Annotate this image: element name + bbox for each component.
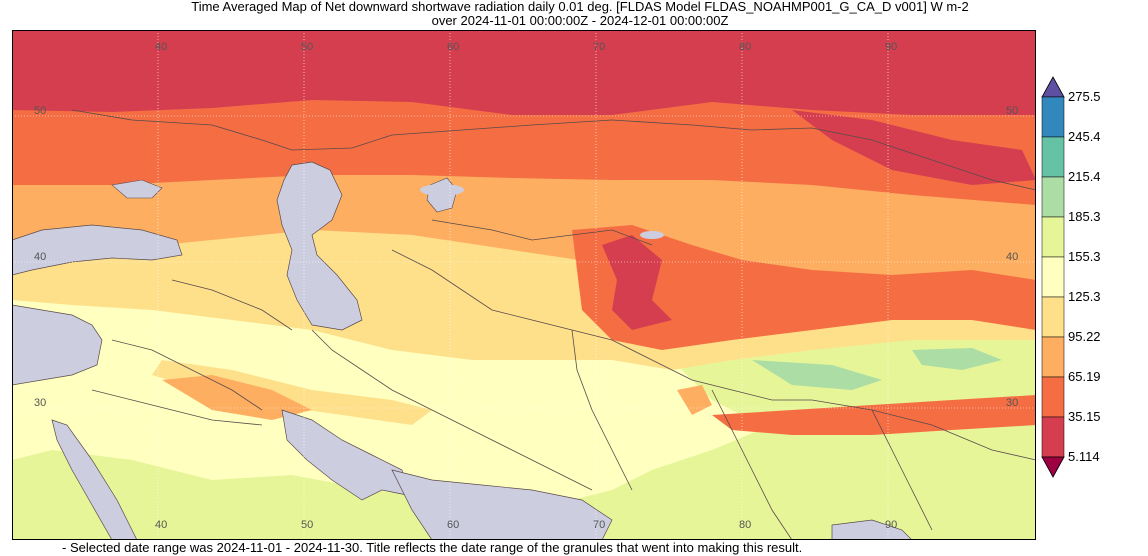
legend-band	[1041, 376, 1065, 418]
band-5-mountains	[602, 235, 672, 330]
band-95-fill	[12, 230, 1036, 370]
lon-label-top-50: 50	[301, 41, 313, 53]
lon-label-top-80: 80	[739, 41, 751, 53]
lon-label-top-90: 90	[885, 41, 897, 53]
black-sea	[12, 224, 183, 276]
legend-over-triangle	[1041, 76, 1065, 98]
band-35-mountains	[572, 225, 1036, 350]
band-35-fill	[12, 95, 1036, 205]
lat-label-right-40: 40	[1006, 251, 1018, 263]
legend-tick-label: 245.4	[1068, 129, 1101, 144]
graticule	[12, 30, 1036, 540]
lon-label-bottom-80: 80	[739, 519, 751, 531]
lon-label-bottom-90: 90	[885, 519, 897, 531]
mediterranean-sea	[12, 304, 103, 386]
legend-band	[1041, 296, 1065, 338]
legend-under-triangle	[1041, 456, 1065, 478]
legend-tick-label: 125.3	[1068, 289, 1101, 304]
lat-label-left-30: 30	[34, 397, 46, 409]
lon-label-top-60: 60	[447, 41, 459, 53]
lon-label-bottom-50: 50	[301, 519, 313, 531]
lon-label-bottom-70: 70	[593, 519, 605, 531]
map-frame	[12, 30, 1036, 540]
map-subtitle: over 2024-11-01 00:00:00Z - 2024-12-01 0…	[431, 13, 729, 28]
legend-tick-label: 95.22	[1068, 329, 1101, 344]
band-185-patch-2	[912, 348, 1002, 370]
lon-label-top-70: 70	[593, 41, 605, 53]
country-borders	[71, 109, 1036, 540]
legend-tick-label: 65.19	[1068, 369, 1101, 384]
band-65-fill	[12, 170, 1036, 285]
legend-band	[1041, 256, 1065, 298]
lake-issyk-kul	[640, 231, 664, 239]
lat-label-right-50: 50	[1006, 105, 1018, 117]
legend-band	[1041, 96, 1065, 138]
legend-tick-label: 185.3	[1068, 209, 1101, 224]
red-sea	[51, 419, 138, 540]
footnote: - Selected date range was 2024-11-01 - 2…	[62, 540, 803, 555]
lat-label-right-30: 30	[1006, 397, 1018, 409]
band-5-mongolia	[792, 110, 1036, 185]
band-5-north	[12, 30, 1036, 115]
legend-tick-label: 5.114	[1068, 449, 1100, 464]
caspian-sea	[276, 161, 363, 331]
legend-band	[1041, 176, 1065, 218]
legend-colorbar	[1041, 76, 1065, 478]
arabian-sea	[391, 469, 613, 540]
persian-gulf	[281, 409, 408, 501]
band-95-south	[152, 360, 432, 425]
legend-tick-label: 215.4	[1068, 169, 1101, 184]
lon-label-bottom-60: 60	[447, 519, 459, 531]
legend-tick-label: 155.3	[1068, 249, 1101, 264]
band-65-south	[162, 375, 312, 420]
legend-tick-label: 275.5	[1068, 89, 1101, 104]
legend-band	[1041, 336, 1065, 378]
band-35-tibet-south	[712, 395, 1036, 435]
lat-label-left-50: 50	[34, 105, 46, 117]
band-185-patch	[752, 360, 882, 390]
lake-balkhash	[420, 184, 464, 196]
legend-band	[1041, 216, 1065, 258]
map-title: Time Averaged Map of Net downward shortw…	[191, 0, 969, 14]
legend-band	[1041, 416, 1065, 458]
lat-label-left-40: 40	[34, 251, 46, 263]
lon-label-top-40: 40	[155, 41, 167, 53]
sea-of-azov	[111, 179, 163, 199]
radiation-map[interactable]: 40 50 60 70 80 90 40 50 60 70 80 90 50 4…	[12, 30, 1036, 540]
bay-of-bengal	[831, 519, 913, 540]
legend-tick-label: 35.15	[1068, 409, 1101, 424]
lon-label-bottom-40: 40	[155, 519, 167, 531]
band-155-south	[12, 370, 1036, 540]
legend-band	[1041, 136, 1065, 178]
band-65-spot	[677, 385, 712, 415]
